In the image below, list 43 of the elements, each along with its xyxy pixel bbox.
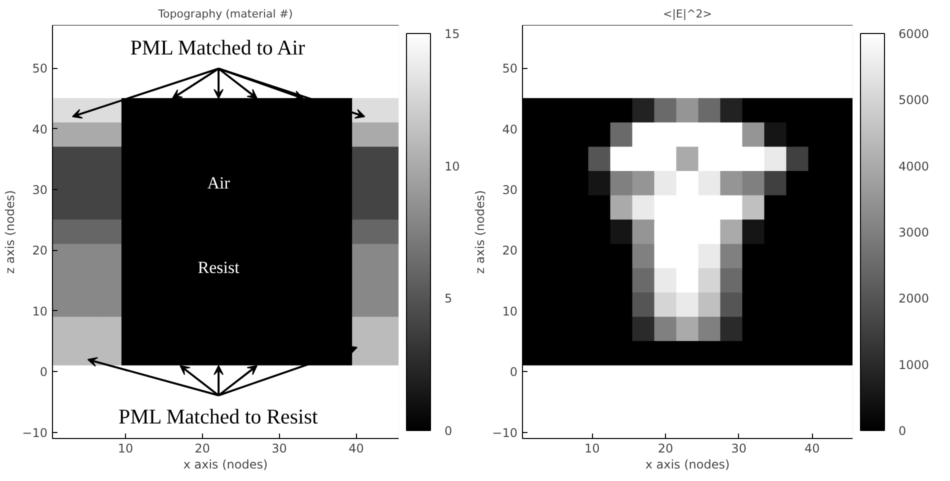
- annotation: Resist: [198, 258, 240, 278]
- x-axis-title: x axis (nodes): [183, 458, 268, 472]
- y-axis-title: z axis (nodes): [473, 190, 488, 274]
- color-bar-label: 2000: [898, 292, 930, 306]
- chart-title: <|E|^2>: [662, 8, 712, 20]
- color-bar-label: 4000: [898, 159, 930, 174]
- annotation: PML Matched to Resist: [118, 404, 318, 429]
- x-tick-label: 30: [272, 442, 287, 456]
- y-tick-label: 30: [32, 182, 48, 197]
- y-tick-label: 40: [502, 122, 518, 136]
- color-bar-label: 3000: [898, 226, 930, 240]
- x-tick-label: 10: [584, 442, 600, 456]
- color-bar-label: 0: [898, 424, 906, 438]
- y-tick-label: 10: [502, 304, 518, 318]
- x-tick-label: 40: [804, 442, 820, 456]
- annotation: Air: [207, 174, 230, 193]
- x-tick-label: 40: [348, 442, 364, 456]
- x-tick-label: 30: [731, 442, 746, 456]
- color-bar-label: 1000: [898, 358, 930, 372]
- color-bar-label: 10: [444, 159, 460, 174]
- x-tick-label: 20: [194, 442, 210, 456]
- y-tick-label: 20: [32, 244, 48, 258]
- y-tick-label: −10: [492, 426, 518, 440]
- y-tick-label: 0: [40, 365, 48, 380]
- y-tick-label: 40: [32, 122, 48, 136]
- y-tick-label: 10: [32, 304, 48, 318]
- color-bar-label: 5000: [898, 93, 930, 108]
- y-tick-label: −10: [22, 426, 48, 440]
- color-bar-label: 0: [444, 424, 452, 438]
- color-bar-label: 6000: [898, 27, 930, 41]
- color-bar-label: 15: [444, 27, 460, 41]
- y-tick-label: 50: [502, 62, 518, 76]
- color-bar-label: 5: [444, 292, 452, 306]
- x-tick-label: 10: [118, 442, 134, 456]
- y-tick-label: 50: [32, 62, 48, 76]
- y-tick-label: 0: [510, 365, 518, 380]
- y-axis-title: z axis (nodes): [3, 190, 18, 274]
- annotation: PML Matched to Air: [130, 35, 306, 60]
- x-tick-label: 20: [658, 442, 674, 456]
- chart-title: Topography (material #): [157, 8, 293, 20]
- y-tick-label: 30: [502, 182, 518, 197]
- y-tick-label: 20: [502, 244, 518, 258]
- x-axis-title: x axis (nodes): [645, 458, 730, 472]
